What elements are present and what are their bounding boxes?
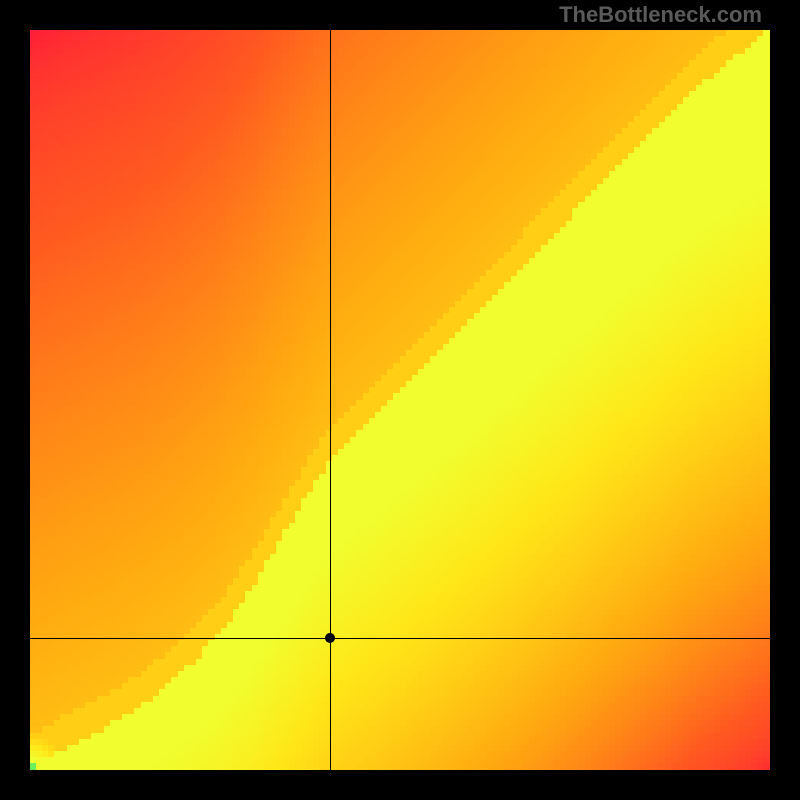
bottleneck-heatmap xyxy=(30,30,770,770)
heatmap-canvas xyxy=(30,30,770,770)
watermark-text: TheBottleneck.com xyxy=(559,2,762,28)
